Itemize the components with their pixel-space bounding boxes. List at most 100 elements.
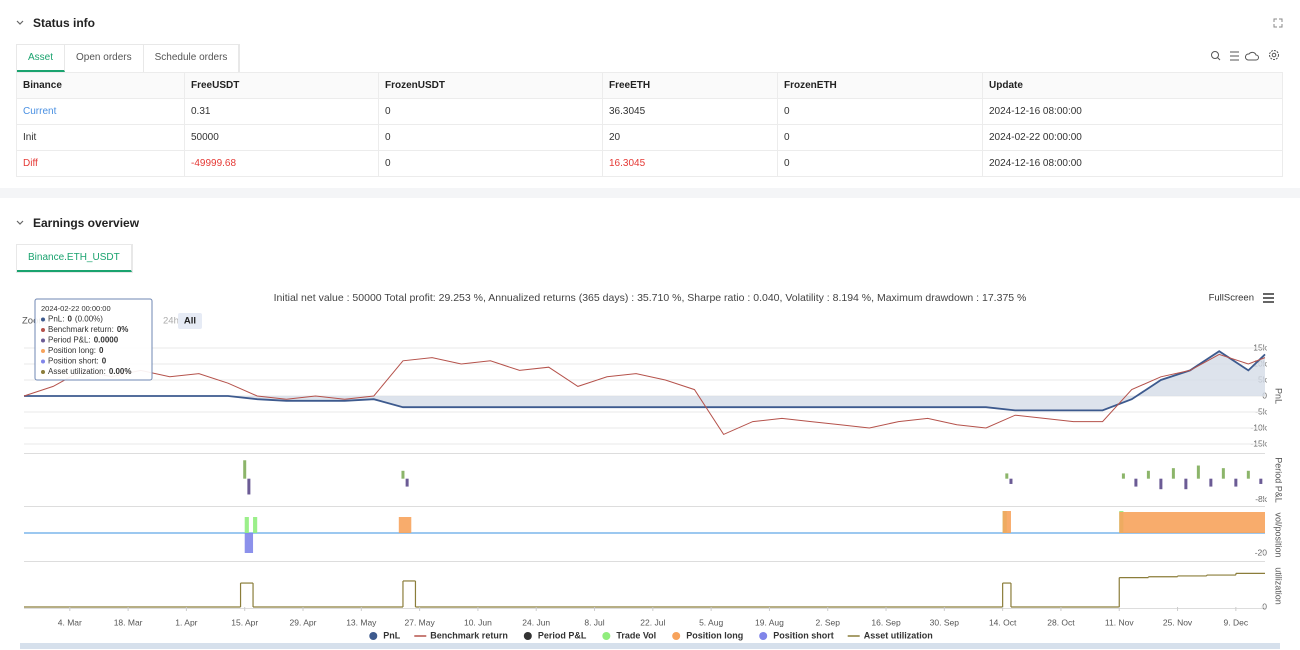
series-line xyxy=(24,350,1266,412)
bar xyxy=(1121,473,1125,479)
x-tick-label: 24. Jun xyxy=(522,617,550,627)
legend-item[interactable]: Asset utilization xyxy=(847,630,933,640)
x-tick-label: 10. Jun xyxy=(464,617,492,627)
cell: 0 xyxy=(777,124,983,151)
cell: 2024-12-16 08:00:00 xyxy=(982,150,1283,177)
bar xyxy=(405,478,409,487)
y-tick-label: -8k xyxy=(1255,494,1268,504)
chart: Initial net value : 50000 Total profit: … xyxy=(20,292,1284,649)
bar xyxy=(247,478,251,495)
settings-icon[interactable] xyxy=(1269,50,1279,60)
series-line xyxy=(23,353,1266,436)
x-tick-label: 22. Jul xyxy=(640,617,665,627)
cell: 20 xyxy=(602,124,778,151)
asset-table: Binance FreeUSDT FrozenUSDT FreeETH FrozenET… xyxy=(16,72,1283,177)
cell: 0.31 xyxy=(184,98,379,125)
zoom-label: Zoom xyxy=(22,316,46,327)
legend-item[interactable]: Position long xyxy=(672,630,743,640)
step-bar xyxy=(244,533,254,553)
section-title: Status info xyxy=(33,16,95,30)
collapse-icon[interactable] xyxy=(15,18,25,28)
x-tick-label: 27. May xyxy=(404,617,435,627)
zoom-button[interactable]: 24h xyxy=(163,316,179,327)
step-bar xyxy=(398,517,412,533)
cell: 2024-02-22 00:00:00 xyxy=(982,124,1283,151)
legend-label: PnL xyxy=(383,630,401,640)
legend-item[interactable]: Trade Vol xyxy=(602,630,656,640)
x-tick-label: 14. Oct xyxy=(989,617,1017,627)
fullscreen-button[interactable]: FullScreen xyxy=(1209,293,1254,304)
pnl-area xyxy=(24,351,1265,411)
bar xyxy=(1246,470,1250,479)
toolbar-icons xyxy=(1211,50,1279,61)
zoom-button[interactable]: All xyxy=(184,316,196,327)
list-icon[interactable] xyxy=(1230,51,1239,61)
tooltip-bullet xyxy=(41,359,45,364)
legend-label: Period P&L xyxy=(538,630,587,640)
bar xyxy=(1209,478,1213,487)
x-tick-label: 4. Mar xyxy=(58,617,82,627)
x-tick-label: 30. Sep xyxy=(930,617,960,627)
legend-item[interactable]: Period P&L xyxy=(523,630,587,640)
y-axis-title: utilization xyxy=(1274,567,1284,605)
x-tick-label: 29. Apr xyxy=(290,617,317,627)
header-cell: FreeETH xyxy=(602,72,778,99)
cell: 36.3045 xyxy=(602,98,778,125)
row: Init 50000 0 20 0 2024-02-22 00:00:00 xyxy=(16,124,1283,151)
status-card: Status info Asset Open orders Schedule o… xyxy=(0,0,1300,188)
legend-item[interactable]: Position short xyxy=(759,630,834,640)
cell: -49999.68 xyxy=(184,150,379,177)
tooltip-title: 2024-02-22 00:00:00 xyxy=(41,304,111,313)
tab[interactable]: Open orders xyxy=(65,45,144,72)
tooltip-label: Position short: xyxy=(48,357,99,366)
row: Current 0.31 0 36.3045 0 2024-12-16 08:00:00 xyxy=(16,98,1283,125)
y-tick-label: 0 xyxy=(1262,601,1267,611)
cell: 0 xyxy=(777,98,983,125)
legend-marker xyxy=(523,632,532,640)
x-tick-label: 5. Aug xyxy=(699,617,723,627)
tab[interactable]: Schedule orders xyxy=(144,45,240,72)
cell: 16.3045 xyxy=(602,150,778,177)
cell: Current xyxy=(16,98,185,125)
bar xyxy=(1159,478,1163,490)
x-tick-label: 16. Sep xyxy=(871,617,901,627)
tooltip-value: 0.00% xyxy=(109,367,132,376)
tooltip-line: PnL: 0 (0.00%) xyxy=(48,315,103,324)
legend-marker xyxy=(672,632,681,640)
legend-item[interactable]: PnL xyxy=(369,630,401,640)
navigator-scrollbar[interactable] xyxy=(20,643,1280,649)
tab-bar: Binance.ETH_USDT xyxy=(16,244,133,273)
tooltip-line: Period P&L: 0.0000 xyxy=(48,336,119,345)
x-tick-label: 11. Nov xyxy=(1105,617,1134,627)
bar xyxy=(1005,473,1009,479)
expand-icon[interactable] xyxy=(1272,17,1284,29)
cell: 0 xyxy=(378,150,603,177)
bar xyxy=(243,460,247,479)
cell: 0 xyxy=(378,98,603,125)
bar xyxy=(1196,465,1200,479)
cell: 2024-12-16 08:00:00 xyxy=(982,98,1283,125)
cloud-icon[interactable] xyxy=(1244,51,1259,61)
menu-icon[interactable] xyxy=(1263,293,1274,303)
legend-label: Trade Vol xyxy=(616,630,656,640)
bar xyxy=(1234,478,1238,487)
cell: Diff xyxy=(16,150,185,177)
legend-item[interactable]: Benchmark return xyxy=(414,630,508,640)
collapse-icon[interactable] xyxy=(15,218,25,228)
x-tick-label: 28. Oct xyxy=(1047,617,1075,627)
header-cell: Update xyxy=(982,72,1283,99)
tab[interactable]: Binance.ETH_USDT xyxy=(17,245,132,272)
legend-marker xyxy=(759,632,768,640)
y-axis-title: vol/position xyxy=(1274,512,1284,557)
tooltip-value: 0% xyxy=(117,325,129,334)
step-bar xyxy=(253,517,258,533)
tooltip-label: PnL: xyxy=(48,315,64,324)
legend-label: Asset utilization xyxy=(864,630,933,640)
tab-bar: Asset Open orders Schedule orders xyxy=(16,44,241,73)
tab[interactable]: Asset xyxy=(17,45,66,72)
tooltip-label: Period P&L: xyxy=(48,336,91,345)
search-icon[interactable] xyxy=(1211,51,1221,61)
tooltip-note: (0.00%) xyxy=(75,315,103,324)
chart-summary: Initial net value : 50000 Total profit: … xyxy=(274,292,1027,304)
